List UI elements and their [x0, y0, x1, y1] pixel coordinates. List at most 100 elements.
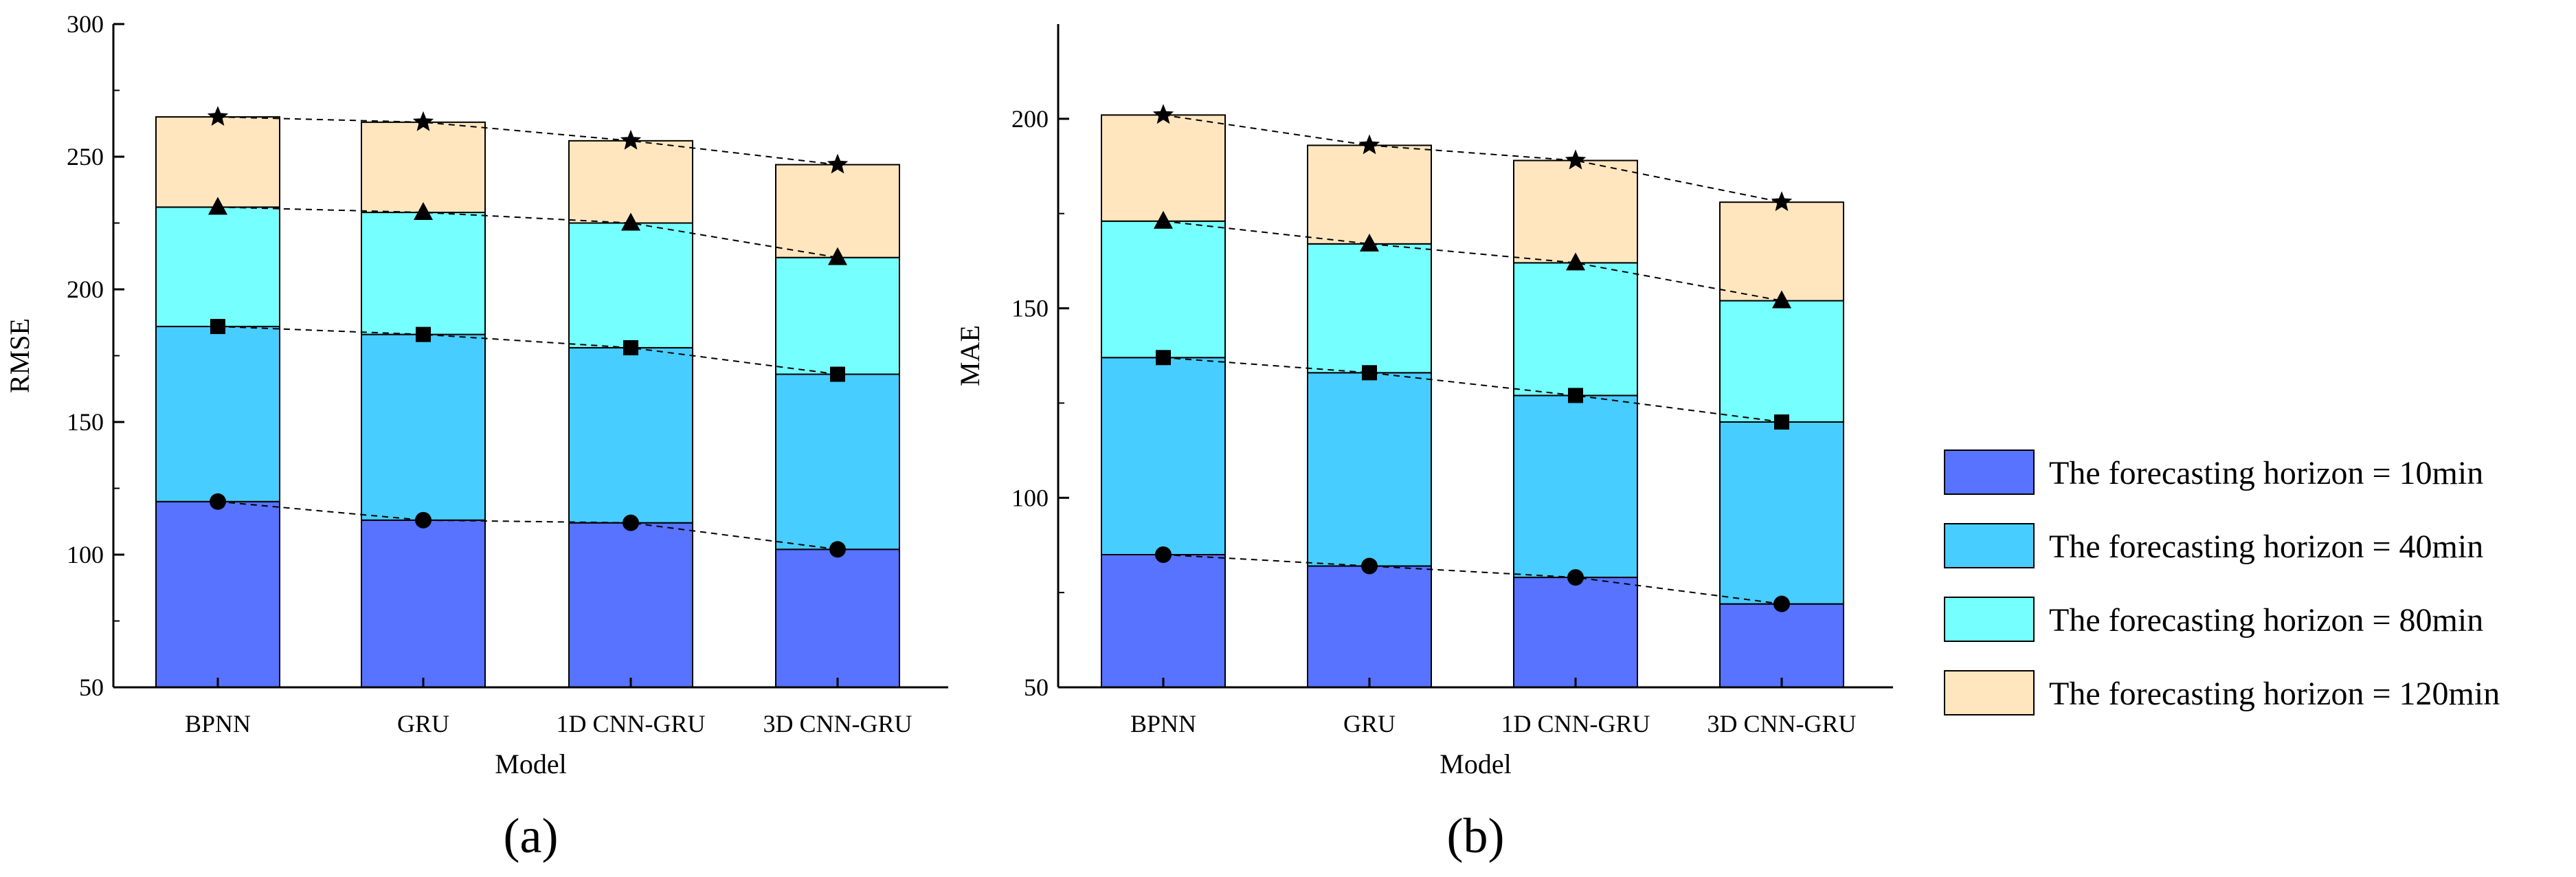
legend-label: The forecasting horizon = 80min [2049, 602, 2483, 639]
data-marker [1156, 350, 1171, 366]
bar-segment [775, 164, 900, 258]
bar-segment [1719, 603, 1844, 689]
data-marker [207, 106, 229, 126]
data-marker [210, 319, 225, 335]
x-tick-label: 1D CNN-GRU [556, 710, 705, 737]
bar-segment [1719, 300, 1844, 423]
data-marker [1155, 546, 1172, 563]
y-tick-label: 50 [1024, 674, 1049, 701]
data-marker [1568, 388, 1583, 403]
bar-segment [568, 346, 693, 524]
y-tick-label: 50 [79, 674, 104, 701]
legend-label: The forecasting horizon = 120min [2049, 676, 2500, 712]
bar-segment [361, 121, 486, 214]
bar-segment [1719, 201, 1844, 302]
trend-line [1163, 554, 1782, 605]
bar-segment [1307, 243, 1432, 374]
legend: The forecasting horizon = 10min The forec… [1944, 449, 2500, 715]
y-tick-label: 100 [67, 541, 104, 568]
data-marker [620, 129, 642, 150]
trend-line [217, 326, 838, 375]
chart-mae: 50 100 150 200 BPNN GRU 1D CNN-GRU 3D CNN-GRU Mo… [954, 24, 1893, 863]
data-marker [208, 197, 227, 215]
bar-segment [1307, 144, 1432, 245]
data-marker [1362, 365, 1377, 381]
panel-label: (a) [504, 808, 559, 863]
bar-segment [361, 519, 486, 688]
bar-segment [1513, 395, 1638, 579]
x-tick-label: GRU [397, 710, 449, 737]
data-marker [412, 111, 434, 131]
x-tick-label: 1D CNN-GRU [1501, 710, 1650, 737]
bar-segment [155, 206, 280, 328]
data-marker [828, 247, 847, 265]
bar-segment [775, 373, 900, 551]
data-marker [1360, 233, 1379, 252]
data-marker [827, 153, 849, 174]
bar-segment [568, 140, 693, 224]
trend-line [217, 206, 838, 258]
data-marker [1566, 252, 1585, 271]
legend-label: The forecasting horizon = 40min [2049, 529, 2483, 565]
data-marker [621, 212, 640, 231]
y-tick-label: 150 [67, 408, 104, 436]
trend-line [1163, 114, 1782, 203]
legend-swatch [1944, 670, 2035, 715]
legend-swatch [1944, 523, 2035, 568]
bar-segment [1513, 577, 1638, 688]
data-marker [830, 366, 845, 382]
data-marker [414, 202, 433, 221]
legend-label: The forecasting horizon = 10min [2049, 455, 2483, 491]
data-marker [1152, 104, 1174, 124]
y-tick-label: 200 [67, 276, 104, 303]
data-marker [1358, 134, 1380, 155]
data-marker [623, 514, 639, 531]
x-tick-label: BPNN [1130, 710, 1196, 737]
y-tick-label: 250 [67, 143, 104, 170]
bar-segment [1101, 357, 1226, 555]
data-marker [1773, 595, 1790, 612]
x-axis-title: Model [1440, 748, 1511, 779]
legend-swatch [1944, 597, 2035, 642]
bar-segment [775, 256, 900, 375]
x-tick-label: GRU [1343, 710, 1396, 737]
trend-line [1163, 357, 1782, 423]
bar-segment [1101, 554, 1226, 688]
trend-line [1163, 220, 1782, 302]
data-marker [1774, 414, 1789, 430]
bar-segment [155, 500, 280, 688]
bar-segment [361, 333, 486, 521]
data-marker [415, 511, 432, 529]
y-tick-label: 100 [1011, 484, 1049, 511]
y-axis-title: MAE [954, 325, 985, 386]
x-tick-label: 3D CNN-GRU [763, 710, 912, 737]
data-marker [1154, 210, 1173, 229]
y-tick-label: 300 [67, 10, 104, 38]
data-marker [1565, 149, 1587, 170]
data-marker [416, 326, 431, 342]
legend-swatch [1944, 449, 2035, 495]
data-marker [829, 541, 846, 558]
x-axis-title: Model [495, 748, 566, 779]
bar-segment [1719, 421, 1844, 605]
data-marker [1567, 569, 1584, 586]
trend-line [217, 500, 838, 551]
y-tick-label: 200 [1011, 105, 1049, 133]
bar-segment [1307, 565, 1432, 688]
bar-segment [1513, 159, 1638, 264]
chart-rmse: 50 100 150 200 250 300 BPNN GRU 1D CNN-GRU 3D CNN… [4, 10, 948, 863]
bar-segment [361, 212, 486, 335]
bar-segment [1307, 372, 1432, 567]
bar-segment [568, 222, 693, 348]
bar-segment [155, 326, 280, 502]
panel-label: (b) [1447, 808, 1505, 863]
data-marker [210, 493, 226, 510]
bar-segment [568, 522, 693, 688]
trend-line [217, 116, 838, 166]
data-marker [1772, 290, 1791, 309]
data-marker [1361, 557, 1378, 575]
bar-segment [1513, 262, 1638, 397]
bar-segment [1101, 114, 1226, 222]
x-tick-label: BPNN [185, 710, 251, 737]
